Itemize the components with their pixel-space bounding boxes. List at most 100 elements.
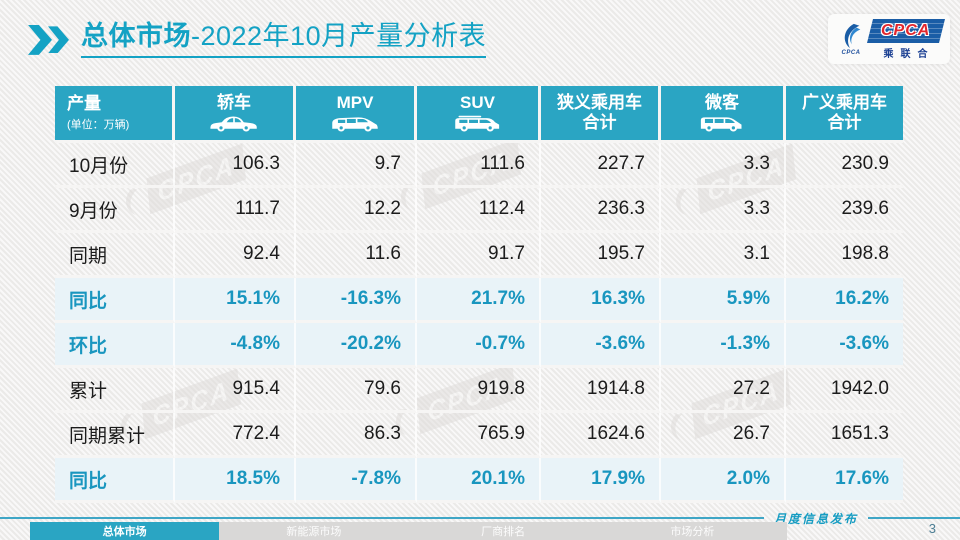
cell-value: 5.9% xyxy=(661,278,786,323)
cell-value: 16.3% xyxy=(541,278,661,323)
cell-value: 919.8 xyxy=(417,368,541,413)
cell-value: 111.7 xyxy=(175,188,296,233)
cell-value: 79.6 xyxy=(296,368,417,413)
cell-value: 765.9 xyxy=(417,413,541,458)
cell-value: -16.3% xyxy=(296,278,417,323)
cell-value: 1914.8 xyxy=(541,368,661,413)
cell-value: 92.4 xyxy=(175,233,296,278)
footer-tab-nev-market[interactable]: 新能源市场 xyxy=(286,526,342,538)
header-broad-pv-line1: 广义乘用车 xyxy=(802,93,887,113)
cell-value: 17.9% xyxy=(541,458,661,503)
cell-value: 2.0% xyxy=(661,458,786,503)
cell-value: 91.7 xyxy=(417,233,541,278)
table-row-september: 9月份 111.7 12.2 112.4 236.3 3.3 239.6 xyxy=(55,188,903,233)
cell-value: 1651.3 xyxy=(786,413,903,458)
page-title-rest: -2022年10月产量分析表 xyxy=(191,21,487,51)
table-row-mom: 环比 -4.8% -20.2% -0.7% -3.6% -1.3% -3.6% xyxy=(55,323,903,368)
cell-value: -3.6% xyxy=(786,323,903,368)
header-cell-narrow-pv-total: 狭义乘用车 合计 xyxy=(541,86,661,143)
cell-value: 15.1% xyxy=(175,278,296,323)
footer-tab-bar: 总体市场 新能源市场 厂商排名 市场分析 xyxy=(30,522,787,540)
cell-value: 20.1% xyxy=(417,458,541,503)
row-label: 10月份 xyxy=(55,143,175,188)
cell-value: 3.3 xyxy=(661,143,786,188)
cell-value: 27.2 xyxy=(661,368,786,413)
header-cell-broad-pv-total: 广义乘用车 合计 xyxy=(786,86,903,143)
cell-value: 227.7 xyxy=(541,143,661,188)
table-row-cumulative-yoy: 同比 18.5% -7.8% 20.1% 17.9% 2.0% 17.6% xyxy=(55,458,903,503)
header-cell-sedan: 轿车 xyxy=(175,86,296,143)
cell-value: 9.7 xyxy=(296,143,417,188)
table-row-yoy: 同比 15.1% -16.3% 21.7% 16.3% 5.9% 16.2% xyxy=(55,278,903,323)
cell-value: 230.9 xyxy=(786,143,903,188)
header-narrow-pv-line1: 狭义乘用车 xyxy=(557,93,642,113)
cell-value: 86.3 xyxy=(296,413,417,458)
row-label: 9月份 xyxy=(55,188,175,233)
table-header-row: 产量 (单位：万辆) 轿车 xyxy=(55,86,903,143)
cell-value: 17.6% xyxy=(786,458,903,503)
cell-value: 3.3 xyxy=(661,188,786,233)
cpca-logo-subtext: 乘联合 xyxy=(883,48,935,60)
page-number: 3 xyxy=(928,521,936,536)
table-row-same-period: 同期 92.4 11.6 91.7 195.7 3.1 198.8 xyxy=(55,233,903,278)
page-title: 总体市场-2022年10月产量分析表 xyxy=(81,21,487,58)
footer-tab-overall-market[interactable]: 总体市场 xyxy=(30,522,220,540)
cell-value: 1624.6 xyxy=(541,413,661,458)
sedan-icon xyxy=(210,116,257,132)
row-label: 环比 xyxy=(55,323,175,368)
cell-value: -1.3% xyxy=(661,323,786,368)
release-label: 月度信息发布 xyxy=(773,511,858,526)
header-unit-label: (单位：万辆) xyxy=(67,118,130,131)
header-broad-pv-line2: 合计 xyxy=(827,113,862,132)
footer-divider-line xyxy=(0,517,764,519)
row-label: 同比 xyxy=(55,458,175,503)
header-production-label: 产量 xyxy=(67,94,101,114)
cell-value: 18.5% xyxy=(175,458,296,503)
mpv-icon xyxy=(332,117,378,132)
table-row-october: 10月份 106.3 9.7 111.6 227.7 3.3 230.9 xyxy=(55,143,903,188)
cell-value: 198.8 xyxy=(786,233,903,278)
cell-value: 3.1 xyxy=(661,233,786,278)
cell-value: -4.8% xyxy=(175,323,296,368)
header-suv-label: SUV xyxy=(460,92,495,112)
production-table: 产量 (单位：万辆) 轿车 xyxy=(55,86,903,503)
cell-value: 236.3 xyxy=(541,188,661,233)
header-narrow-pv-line2: 合计 xyxy=(582,113,617,132)
cpca-logo-wordmark: CPCA 乘联合 xyxy=(867,18,945,60)
chevron-right-icon xyxy=(28,24,52,55)
cpca-logo-mark: CPCA xyxy=(836,22,866,56)
cpca-logo: CPCA CPCA 乘联合 xyxy=(828,14,950,64)
cell-value: 112.4 xyxy=(417,188,541,233)
table-row-same-period-cumulative: 同期累计 772.4 86.3 765.9 1624.6 26.7 1651.3 xyxy=(55,413,903,458)
footer-divider: 月度信息发布 xyxy=(0,510,960,526)
footer-tab-manufacturer-ranking[interactable]: 厂商排名 xyxy=(481,526,526,538)
cell-value: -20.2% xyxy=(296,323,417,368)
van-icon xyxy=(700,117,742,132)
cell-value: 111.6 xyxy=(417,143,541,188)
cell-value: -3.6% xyxy=(541,323,661,368)
footer-tab-market-analysis[interactable]: 市场分析 xyxy=(670,526,715,538)
header-microvan-label: 微客 xyxy=(705,92,739,112)
header-mpv-label: MPV xyxy=(336,92,374,112)
row-label: 同期累计 xyxy=(55,413,175,458)
footer-divider-line xyxy=(868,517,960,519)
cpca-logo-text: CPCA xyxy=(881,21,931,39)
title-bar: 总体市场-2022年10月产量分析表 xyxy=(28,21,487,58)
cell-value: -0.7% xyxy=(417,323,541,368)
cell-value: 12.2 xyxy=(296,188,417,233)
cell-value: 106.3 xyxy=(175,143,296,188)
cpca-logo-box: CPCA xyxy=(867,18,945,43)
page-title-section: 总体市场 xyxy=(81,21,191,51)
header-cell-mpv: MPV xyxy=(296,86,417,143)
cpca-swoosh-icon xyxy=(844,23,861,49)
cell-value: 195.7 xyxy=(541,233,661,278)
header-sedan-label: 轿车 xyxy=(217,92,251,112)
row-label: 同比 xyxy=(55,278,175,323)
cpca-logo-caption: CPCA xyxy=(841,50,861,56)
cell-value: 772.4 xyxy=(175,413,296,458)
cell-value: 915.4 xyxy=(175,368,296,413)
cell-value: 239.6 xyxy=(786,188,903,233)
cell-value: 26.7 xyxy=(661,413,786,458)
cell-value: -7.8% xyxy=(296,458,417,503)
row-label: 同期 xyxy=(55,233,175,278)
